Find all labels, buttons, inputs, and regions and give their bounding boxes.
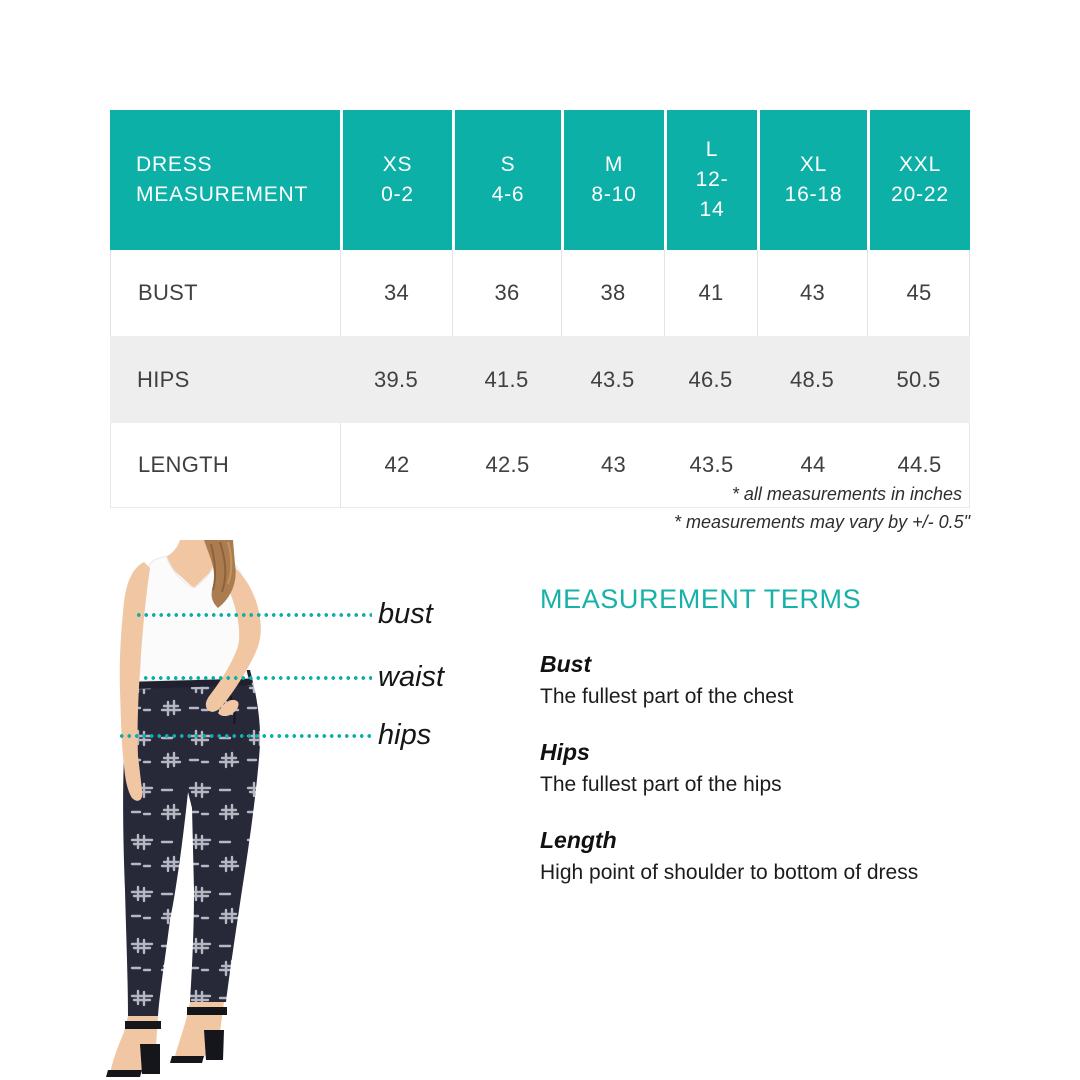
length-value-xs: 42 — [384, 452, 410, 477]
note-measurements-inches: * all measurements in inches — [731, 484, 962, 504]
size-range: 8-10 — [591, 183, 637, 206]
size-range: 0-2 — [381, 183, 414, 206]
header-cell-xl: XL 16-18 — [757, 110, 867, 250]
size-table: DRESS MEASUREMENT XS 0-2 S 4-6 M 8-10 L … — [110, 110, 970, 508]
table-row-length: LENGTH 42 42.5 43 43.5 44 44.5 — [110, 423, 970, 508]
term-definition: The fullest part of the hips — [540, 773, 782, 796]
row-label: HIPS — [137, 366, 190, 392]
size-name: XXL — [898, 153, 942, 176]
term-item-length: Length High point of shoulder to bottom … — [540, 827, 980, 885]
measurement-terms-section: MEASUREMENT TERMS Bust The fullest part … — [540, 584, 980, 915]
model-hair — [204, 540, 236, 608]
size-range: 12-14 — [695, 168, 729, 221]
bust-value-xl: 43 — [757, 250, 867, 336]
note-measurements-vary: * measurements may vary by +/- 0.5" — [674, 512, 970, 532]
header-cell-xxl: XXL 20-22 — [867, 110, 970, 250]
size-range: 16-18 — [784, 183, 843, 206]
size-range: 20-22 — [891, 183, 949, 206]
hips-value-xxl: 50.5 — [896, 366, 941, 392]
term-name: Length — [540, 827, 617, 853]
table-row-hips: HIPS 39.5 41.5 43.5 46.5 48.5 50.5 — [110, 336, 970, 423]
hips-value-m: 43.5 — [590, 366, 635, 392]
waist-measure-line — [142, 676, 372, 680]
bust-value-xs: 34 — [340, 250, 452, 336]
term-name: Hips — [540, 739, 590, 765]
size-name: XL — [799, 153, 828, 176]
row-label: BUST — [110, 250, 340, 336]
length-value-l: 43.5 — [689, 452, 734, 477]
hips-label: hips — [378, 719, 432, 751]
hips-value-xs: 39.5 — [373, 366, 419, 392]
term-item-bust: Bust The fullest part of the chest — [540, 651, 980, 709]
size-name: M — [604, 153, 624, 176]
bust-value-xxl: 45 — [867, 250, 970, 336]
model-photo — [106, 540, 261, 1077]
waist-label: waist — [378, 661, 445, 693]
term-item-hips: Hips The fullest part of the hips — [540, 739, 980, 797]
bust-value-m: 38 — [561, 250, 664, 336]
length-value-xxl: 44.5 — [897, 452, 942, 477]
size-name: L — [705, 138, 719, 161]
header-cell-xs: XS 0-2 — [340, 110, 452, 250]
header-cell-s: S 4-6 — [452, 110, 561, 250]
length-value-m: 43 — [600, 452, 627, 477]
model-arms — [119, 558, 261, 801]
hips-value-l: 46.5 — [688, 366, 733, 392]
table-row-bust: BUST 34 36 38 41 43 45 — [110, 250, 970, 336]
hips-measure-line — [118, 734, 372, 738]
term-definition: The fullest part of the chest — [540, 685, 794, 708]
table-title: DRESS MEASUREMENT — [136, 153, 309, 206]
bust-value-l: 41 — [664, 250, 757, 336]
size-name: S — [500, 153, 516, 176]
length-value-s: 42.5 — [485, 452, 530, 477]
term-definition: High point of shoulder to bottom of dres… — [540, 861, 919, 884]
model-sandals — [106, 1002, 227, 1077]
term-name: Bust — [540, 651, 592, 677]
bust-label: bust — [378, 598, 433, 630]
bust-value-s: 36 — [452, 250, 561, 336]
hips-value-xl: 48.5 — [789, 366, 835, 392]
length-value-xl: 44 — [800, 452, 826, 477]
header-cell-dress-measurement: DRESS MEASUREMENT — [110, 110, 340, 250]
size-name: XS — [382, 153, 413, 176]
row-label: LENGTH — [111, 423, 341, 507]
hips-value-s: 41.5 — [484, 366, 529, 392]
header-cell-m: M 8-10 — [561, 110, 664, 250]
size-range: 4-6 — [491, 183, 525, 206]
header-cell-l: L 12-14 — [664, 110, 757, 250]
bust-measure-line — [135, 613, 372, 617]
model-pants — [123, 670, 261, 1016]
measurement-terms-title: MEASUREMENT TERMS — [540, 584, 862, 614]
size-table-header-row: DRESS MEASUREMENT XS 0-2 S 4-6 M 8-10 L … — [110, 110, 970, 250]
